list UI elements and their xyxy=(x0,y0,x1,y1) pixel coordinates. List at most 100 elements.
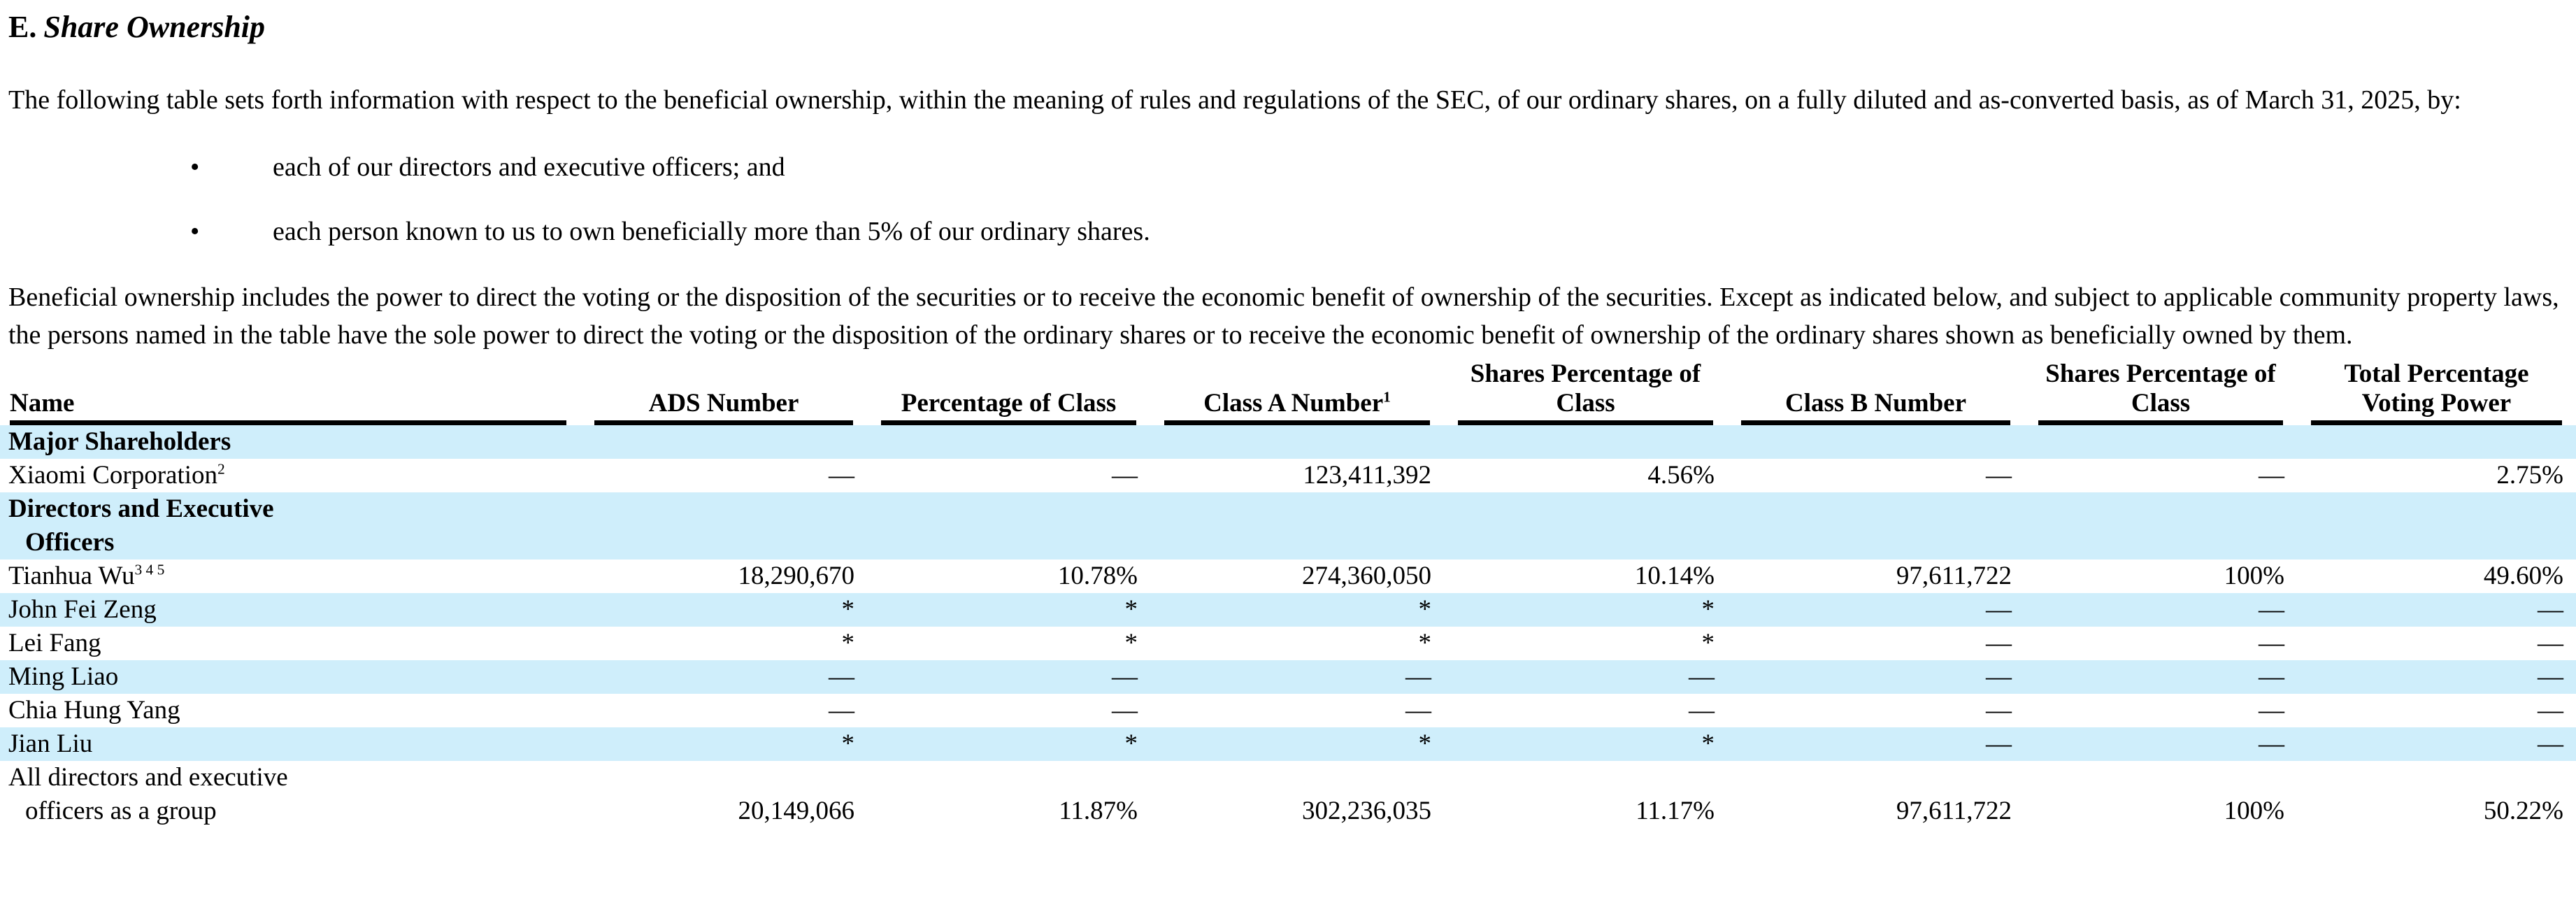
bullet-item: • each of our directors and executive of… xyxy=(0,148,2576,186)
table-header: Name ADS Number Percentage of Class Class A… xyxy=(0,359,2576,425)
name-text: Jian Liu xyxy=(8,729,93,758)
value-cell: — xyxy=(1986,729,2012,758)
value-cell: — xyxy=(1112,662,1138,691)
value-cell: 10.78% xyxy=(1057,562,1138,590)
value-cell: — xyxy=(829,662,854,691)
value-cell: — xyxy=(2259,696,2284,725)
column-header-percentage-of-class: Percentage of Class xyxy=(867,359,1150,425)
value-cell: * xyxy=(841,595,855,624)
value-cell: — xyxy=(2259,662,2284,691)
table-row: Xiaomi Corporation2 — — 123,411,392 4.56% — — 2… xyxy=(0,459,2576,492)
value-cell: * xyxy=(841,729,855,758)
value-cell: — xyxy=(1986,595,2012,624)
section-title: Share Ownership xyxy=(43,10,266,44)
column-header-name: Name xyxy=(0,359,580,425)
name-text: Tianhua Wu xyxy=(8,562,135,590)
header-row: Name ADS Number Percentage of Class Class A… xyxy=(0,359,2576,425)
section-letter: E. xyxy=(8,10,37,44)
value-cell: * xyxy=(1701,729,1715,758)
value-cell: 49.60% xyxy=(2483,562,2563,590)
bullet-text: each of our directors and executive offi… xyxy=(273,152,785,182)
section-label: Major Shareholders xyxy=(0,425,2576,459)
value-cell: 2.75% xyxy=(2496,461,2563,490)
value-cell: — xyxy=(829,696,854,725)
column-label: Total Percentage Voting Power xyxy=(2344,359,2529,418)
value-cell: 10.14% xyxy=(1634,562,1715,590)
beneficial-ownership-paragraph: Beneficial ownership includes the power … xyxy=(8,283,2559,350)
column-label: Name xyxy=(10,389,75,418)
section-row: Directors and Executive Officers xyxy=(0,492,2576,560)
column-header-ads-number: ADS Number xyxy=(580,359,867,425)
value-cell: — xyxy=(2538,595,2563,624)
name-text: Lei Fang xyxy=(8,629,101,657)
value-cell: 123,411,392 xyxy=(1303,461,1431,490)
bullet-icon: • xyxy=(190,217,200,246)
table-row: Tianhua Wu3 4 5 18,290,670 10.78% 274,360,0… xyxy=(0,560,2576,593)
value-cell: * xyxy=(1418,729,1432,758)
value-cell: 11.17% xyxy=(1636,797,1715,825)
value-cell: — xyxy=(1689,696,1715,725)
value-cell: — xyxy=(1405,696,1431,725)
bullet-item: • each person known to us to own benefic… xyxy=(0,213,2576,250)
bullet-icon: • xyxy=(190,152,200,182)
value-cell: 100% xyxy=(2224,562,2284,590)
value-cell: * xyxy=(841,629,855,657)
value-cell: * xyxy=(1124,595,1138,624)
value-cell: 97,611,722 xyxy=(1896,562,2012,590)
value-cell: — xyxy=(2538,629,2563,657)
name-text: Major Shareholders xyxy=(8,427,231,456)
column-label: ADS Number xyxy=(648,389,799,418)
section-label: Directors and Executive Officers xyxy=(0,492,2576,560)
column-header-class-b-number: Class B Number xyxy=(1727,359,2024,425)
name-text: John Fei Zeng xyxy=(8,595,157,624)
name-text: Xiaomi Corporation xyxy=(8,461,218,490)
value-cell: * xyxy=(1124,729,1138,758)
value-cell: 274,360,050 xyxy=(1302,562,1431,590)
table-body: Major Shareholders Xiaomi Corporation2 — — 1… xyxy=(0,425,2576,828)
value-cell: — xyxy=(1986,696,2012,725)
shareholder-name: Xiaomi Corporation2 xyxy=(0,459,580,492)
shareholder-name: Jian Liu xyxy=(0,727,580,761)
footnote-ref: 2 xyxy=(217,460,225,478)
value-cell: — xyxy=(1405,662,1431,691)
column-label: Percentage of Class xyxy=(901,389,1117,418)
name-text: Chia Hung Yang xyxy=(8,696,180,725)
value-cell: * xyxy=(1418,595,1432,624)
value-cell: — xyxy=(2259,629,2284,657)
column-label: Shares Percentage of Class xyxy=(1470,359,1701,418)
section-row: Major Shareholders xyxy=(0,425,2576,459)
value-cell: 50.22% xyxy=(2483,797,2563,825)
table-row: All directors and executive officers as … xyxy=(0,761,2576,828)
column-header-shares-percentage-of: Shares Percentage of Class xyxy=(1444,359,1727,425)
value-cell: * xyxy=(1418,629,1432,657)
value-cell: * xyxy=(1701,629,1715,657)
value-cell: — xyxy=(1112,696,1138,725)
table-row: Lei Fang * * * * — — — xyxy=(0,627,2576,660)
shareholder-name: John Fei Zeng xyxy=(0,593,580,627)
value-cell: * xyxy=(1124,629,1138,657)
footnote-ref: 3 4 5 xyxy=(134,561,165,578)
value-cell: 18,290,670 xyxy=(738,562,855,590)
table-row: Jian Liu * * * * — — — xyxy=(0,727,2576,761)
value-cell: 100% xyxy=(2224,797,2284,825)
column-header-shares-percentage-of: Shares Percentage of Class xyxy=(2024,359,2297,425)
table-row: John Fei Zeng * * * * — — — xyxy=(0,593,2576,627)
column-label: Class B Number xyxy=(1784,389,1967,418)
column-label: Shares Percentage of Class xyxy=(2045,359,2276,418)
value-cell: — xyxy=(1986,461,2012,490)
shareholder-name: All directors and executive officers as … xyxy=(0,761,580,828)
column-header-total-percentage: Total Percentage Voting Power xyxy=(2297,359,2576,425)
bullet-text: each person known to us to own beneficia… xyxy=(273,217,1150,246)
shareholder-name: Chia Hung Yang xyxy=(0,694,580,727)
footnote-ref: 1 xyxy=(1383,388,1391,406)
value-cell: — xyxy=(2538,662,2563,691)
value-cell: — xyxy=(1986,662,2012,691)
value-cell: * xyxy=(1701,595,1715,624)
column-header-class-a-number: Class A Number1 xyxy=(1150,359,1444,425)
shareholder-name: Ming Liao xyxy=(0,660,580,694)
name-text: All directors and executive officers as … xyxy=(8,763,288,825)
section-heading: E. Share Ownership xyxy=(8,10,2576,45)
value-cell: — xyxy=(829,461,854,490)
value-cell: — xyxy=(1986,629,2012,657)
intro-paragraph: The following table sets forth informati… xyxy=(8,85,2461,115)
